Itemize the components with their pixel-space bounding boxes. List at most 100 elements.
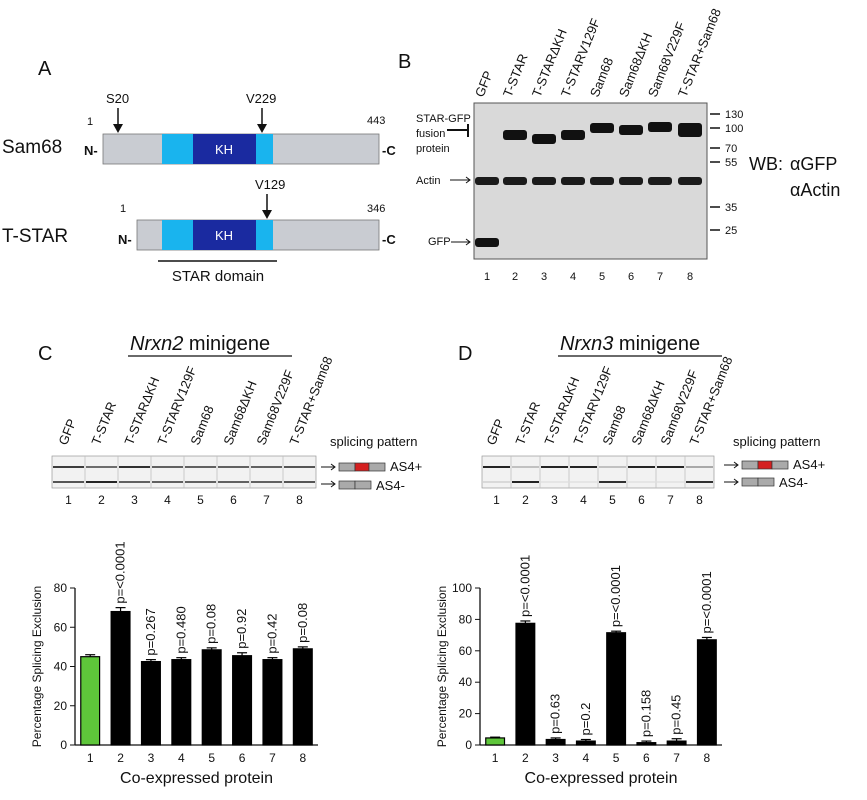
y-tick-label: 80 [54, 581, 68, 595]
gel-lane-label: T-STAR+Sam68 [686, 354, 735, 447]
fusion-bracket [447, 124, 469, 137]
y-tick-label: 100 [452, 581, 472, 595]
panel-c-as4minus-diagram: AS4- [321, 478, 405, 493]
gel-band-as4minus [570, 481, 597, 483]
x-tick-label: 3 [148, 751, 155, 765]
panel-d-as4plus-exon-as4 [757, 460, 773, 470]
x-tick-label: 8 [299, 751, 306, 765]
bar [110, 610, 131, 746]
gel-lane-number: 1 [65, 493, 72, 507]
panel-c-title-rest: minigene [183, 333, 270, 355]
sam68-end: 443 [367, 115, 385, 127]
x-tick-label: 8 [704, 751, 711, 765]
bar [636, 742, 657, 746]
p-value-label: p=0.63 [548, 694, 563, 734]
western-lane-number: 1 [484, 271, 490, 283]
gel-band-as4minus [185, 481, 216, 483]
gel-band-as4plus [628, 466, 655, 468]
tstar-start: 1 [120, 203, 126, 215]
western-lane-number: 8 [687, 271, 693, 283]
bar [545, 738, 566, 746]
gel-band-as4minus [284, 481, 315, 483]
y-tick-label: 20 [459, 707, 473, 721]
sam68-start: 1 [87, 116, 93, 128]
actin-band [532, 177, 556, 185]
panel-c: C Nrxn2 minigene GFP T-STAR T-STARΔKHT-STA… [30, 333, 422, 787]
fusion-band [619, 125, 643, 135]
tstar-n-terminus: N- [118, 232, 132, 247]
panel-c-letter: C [38, 343, 52, 365]
wb-label: WB: [749, 154, 783, 174]
panel-d-as4minus-exon1 [741, 477, 759, 487]
actin-band [678, 177, 702, 185]
x-tick-label: 5 [613, 751, 620, 765]
gel-band-as4plus [218, 466, 249, 468]
panel-c-title-gene: Nrxn2 [130, 333, 183, 355]
y-axis-label: Percentage Splicing Exclusion [435, 586, 449, 747]
gel-band-as4minus [218, 481, 249, 483]
gel-band-as4plus [686, 466, 713, 468]
bar-control-gfp [80, 656, 101, 746]
y-tick-label: 80 [459, 612, 473, 626]
y-tick-label: 20 [54, 699, 68, 713]
p-value-label: p=<0.0001 [113, 541, 128, 603]
panel-c-as4minus-label: AS4- [376, 478, 405, 493]
panel-d-as4plus-arrow [724, 461, 739, 469]
tstar-v129-arrowhead [262, 210, 272, 219]
x-tick-label: 4 [178, 751, 185, 765]
marker-label: 70 [725, 143, 737, 155]
gel-lane-number: 4 [164, 493, 171, 507]
actin-band [561, 177, 585, 185]
p-value-label: p=0.92 [234, 609, 249, 649]
gel-lane-number: 8 [696, 493, 703, 507]
gel-band-as4minus [53, 481, 84, 483]
x-tick-label: 2 [522, 751, 529, 765]
tstar-label: T-STAR [2, 226, 68, 247]
gel-band-as4plus [483, 466, 510, 468]
western-lane-label: T-STAR [500, 52, 531, 100]
panel-c-as4plus-label: AS4+ [390, 459, 422, 474]
gel-band-as4minus [599, 481, 626, 483]
gel-lane-number: 7 [667, 493, 674, 507]
gel-band-as4minus [657, 481, 684, 483]
western-lane-number: 7 [657, 271, 663, 283]
panel-c-as4plus-diagram: AS4+ [321, 459, 422, 474]
panel-c-splicing-label: splicing pattern [330, 434, 417, 449]
sam68-kh-domain [193, 134, 256, 164]
western-lane-label: Sam68 [587, 55, 616, 99]
panel-c-as4plus-exon-as4 [354, 462, 370, 472]
y-tick-label: 60 [54, 620, 68, 634]
gel-band-as4minus [628, 481, 655, 483]
gel-band-as4minus [251, 481, 282, 483]
panel-c-chart: 0 20 40 60 80 Percentage Splicing Exclusion Co… [30, 541, 318, 787]
sam68-site-v229: V229 [246, 91, 276, 106]
panel-d-as4minus-diagram: AS4- [724, 475, 808, 490]
x-tick-label: 1 [87, 751, 94, 765]
bar-control-gfp [485, 737, 506, 746]
p-value-label: p=<0.0001 [608, 565, 623, 627]
p-value-label: p=<0.0001 [517, 555, 532, 617]
panel-c-as4plus-exon1 [338, 462, 356, 472]
bar [696, 639, 717, 746]
tstar-site-v129: V129 [255, 177, 285, 192]
y-tick-label: 0 [60, 738, 67, 752]
fusion-band [561, 130, 585, 140]
gel-lane-number: 6 [230, 493, 237, 507]
panel-d-title-gene: Nrxn3 [560, 333, 613, 355]
actin-band [648, 177, 672, 185]
panel-a: A Sam68 1 443 N- -C KH S20 V229 T-STAR 1… [2, 58, 396, 285]
fusion-band [503, 130, 527, 140]
p-value-label: p=0.267 [143, 608, 158, 655]
p-value-label: p=<0.0001 [699, 571, 714, 633]
panel-d-as4plus-exon1 [741, 460, 759, 470]
x-tick-label: 6 [239, 751, 246, 765]
p-value-label: p=0.2 [578, 703, 593, 736]
antibody-gfp: αGFP [790, 154, 837, 174]
gfp-label: GFP [428, 236, 451, 248]
gel-band-as4plus [284, 466, 315, 468]
x-tick-label: 3 [552, 751, 559, 765]
bar [292, 648, 313, 746]
